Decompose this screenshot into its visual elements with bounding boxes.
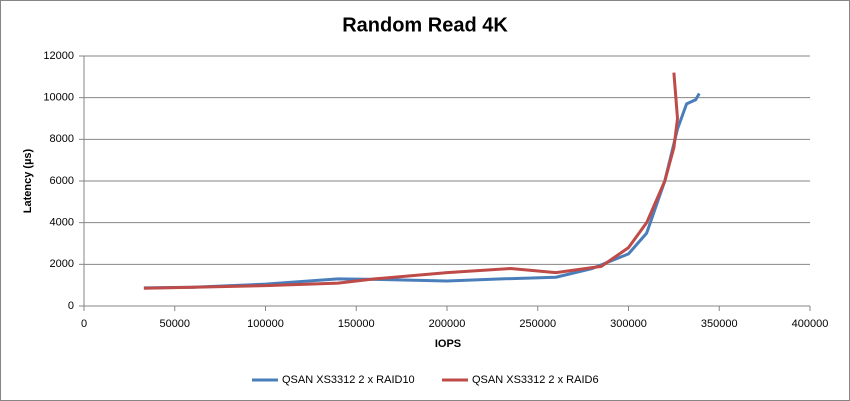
chart-title: Random Read 4K	[342, 14, 508, 36]
y-tick-label: 6000	[50, 175, 74, 187]
y-tick-label: 2000	[50, 258, 74, 270]
y-tick-label: 0	[68, 300, 74, 312]
y-tick-label: 4000	[50, 217, 74, 229]
x-tick-label: 200000	[429, 318, 466, 330]
x-tick-label: 400000	[792, 318, 829, 330]
x-tick-label: 150000	[338, 318, 375, 330]
legend-label: QSAN XS3312 2 x RAID6	[472, 374, 599, 386]
x-tick-label: 0	[81, 318, 87, 330]
x-tick-label: 100000	[247, 318, 284, 330]
x-tick-label: 250000	[519, 318, 556, 330]
x-axis-title: IOPS	[435, 338, 461, 350]
y-tick-label: 8000	[50, 133, 74, 145]
legend-label: QSAN XS3312 2 x RAID10	[282, 374, 415, 386]
series-line	[143, 72, 680, 290]
x-tick-label: 300000	[610, 318, 647, 330]
y-tick-label: 12000	[43, 50, 74, 62]
series-line	[143, 92, 701, 290]
x-tick-label: 350000	[701, 318, 738, 330]
y-axis-title: Latency (µs)	[22, 148, 34, 213]
y-tick-label: 10000	[43, 92, 74, 104]
x-tick-label: 50000	[159, 318, 190, 330]
